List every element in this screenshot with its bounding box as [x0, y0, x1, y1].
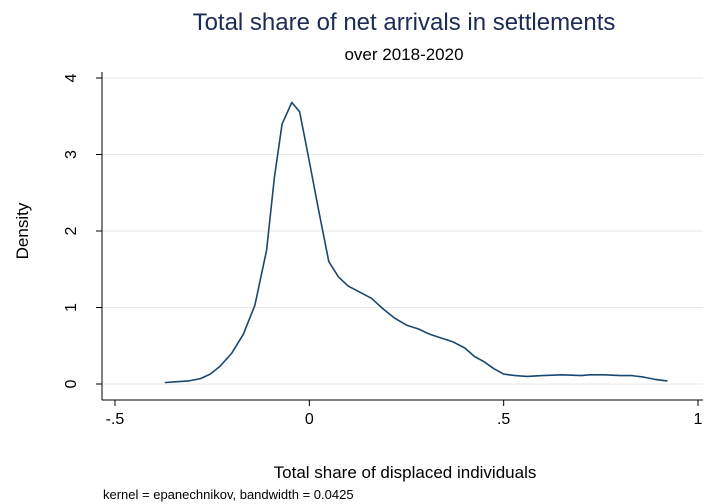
y-tick-label-2: 2	[63, 226, 80, 235]
gridlines	[102, 77, 703, 385]
chart-subtitle: over 2018-2020	[344, 45, 463, 64]
y-tick-label-4: 4	[63, 73, 80, 82]
kernel-note: kernel = epanechnikov, bandwidth = 0.042…	[103, 487, 354, 502]
y-tick-label-3: 3	[63, 150, 80, 159]
chart-title: Total share of net arrivals in settlemen…	[193, 9, 616, 36]
plot-area	[164, 101, 668, 384]
x-axis-label: Total share of displaced individuals	[274, 463, 537, 482]
x-tick-label-2: .5	[497, 411, 510, 428]
x-tick-label-1: 0	[305, 411, 314, 428]
density-line-0	[164, 101, 668, 384]
y-tick-label-0: 0	[63, 379, 80, 388]
y-axis-label: Density	[13, 202, 32, 259]
axes: 0 1 2 3 4 -.5 0 .5 1	[63, 72, 703, 428]
x-tick-label-3: 1	[694, 411, 703, 428]
x-tick-label-0: -.5	[106, 411, 125, 428]
y-tick-label-1: 1	[63, 303, 80, 312]
